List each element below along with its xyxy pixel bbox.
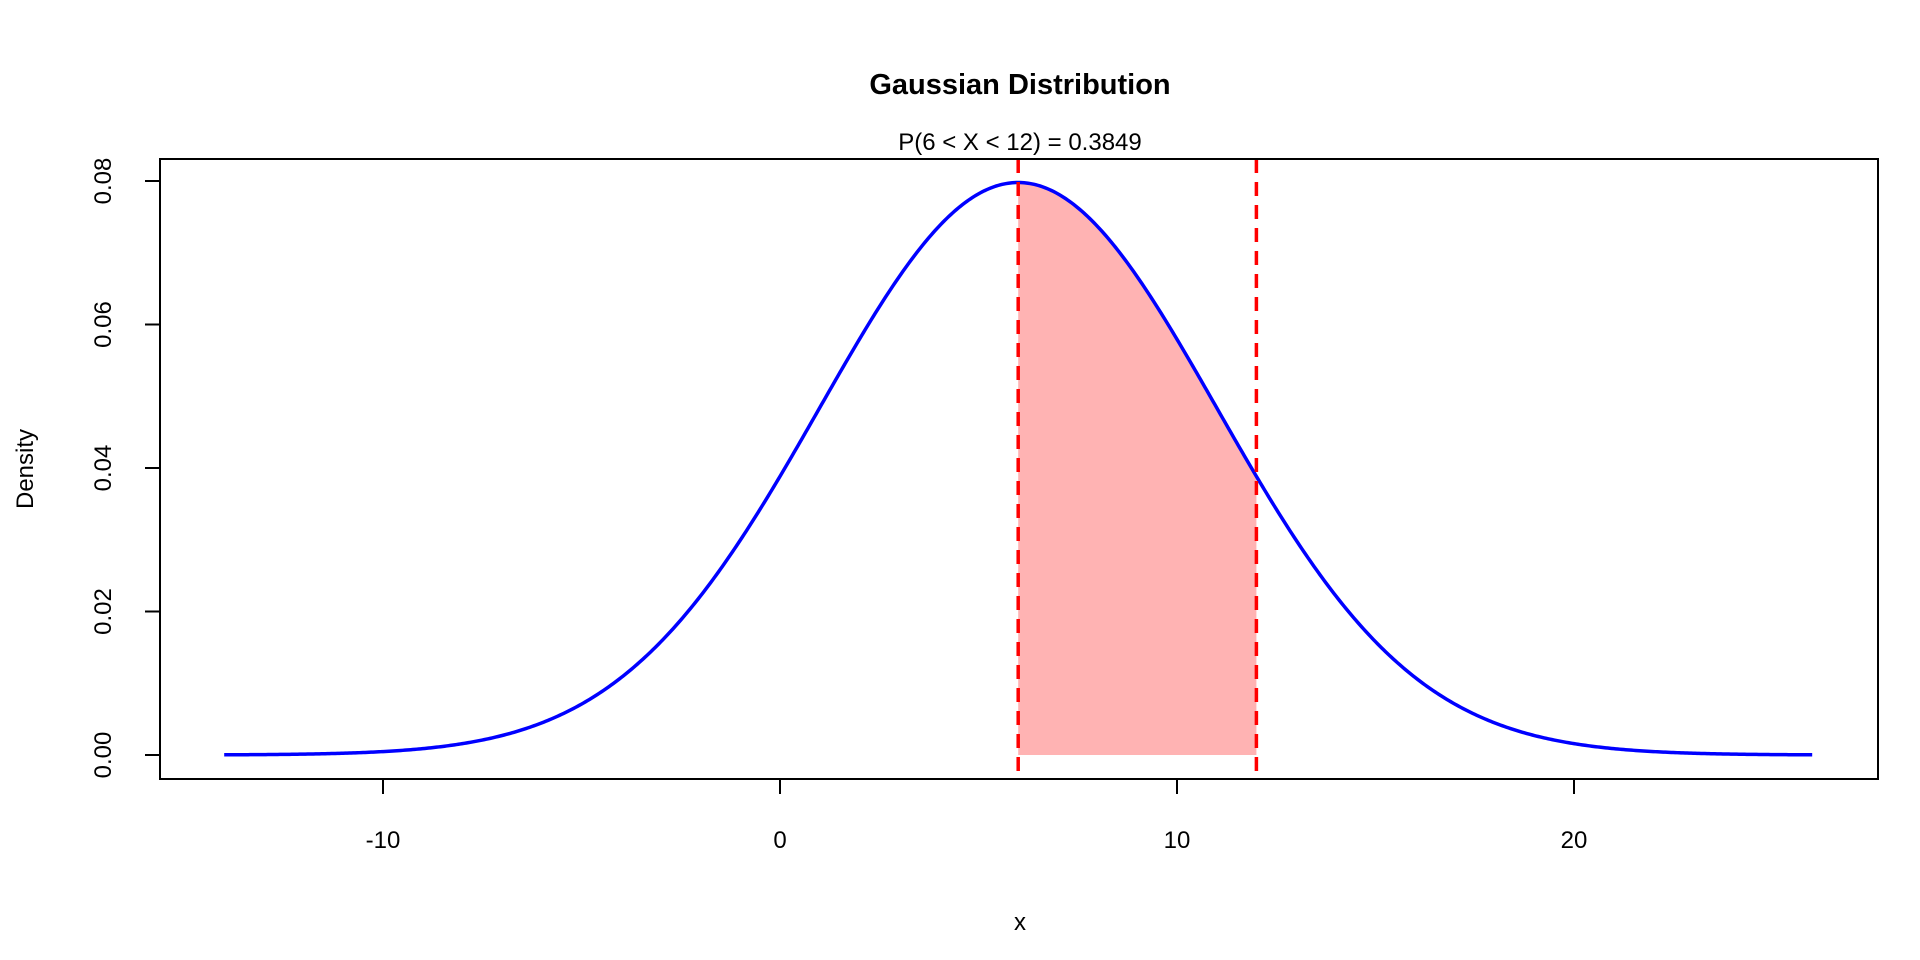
y-tick-label: 0.08 bbox=[90, 158, 117, 205]
x-tick-label: 0 bbox=[773, 827, 786, 854]
x-axis: -10 0 10 20 bbox=[366, 778, 1588, 854]
x-tick-label: -10 bbox=[366, 827, 401, 854]
y-tick-label: 0.00 bbox=[90, 732, 117, 779]
y-tick-label: 0.02 bbox=[90, 588, 117, 635]
y-axis-label: Density bbox=[12, 429, 39, 509]
y-tick-label: 0.04 bbox=[90, 445, 117, 492]
y-axis: 0.00 0.02 0.04 0.06 0.08 bbox=[90, 158, 161, 779]
x-tick-label: 10 bbox=[1164, 827, 1191, 854]
y-tick-label: 0.06 bbox=[90, 301, 117, 348]
shaded-probability-area bbox=[1018, 182, 1257, 755]
plot-area bbox=[224, 159, 1813, 779]
chart-title: Gaussian Distribution bbox=[869, 69, 1170, 101]
x-tick-label: 20 bbox=[1561, 827, 1588, 854]
chart-subtitle: P(6 < X < 12) = 0.3849 bbox=[898, 129, 1142, 156]
x-axis-label: x bbox=[1014, 909, 1026, 936]
